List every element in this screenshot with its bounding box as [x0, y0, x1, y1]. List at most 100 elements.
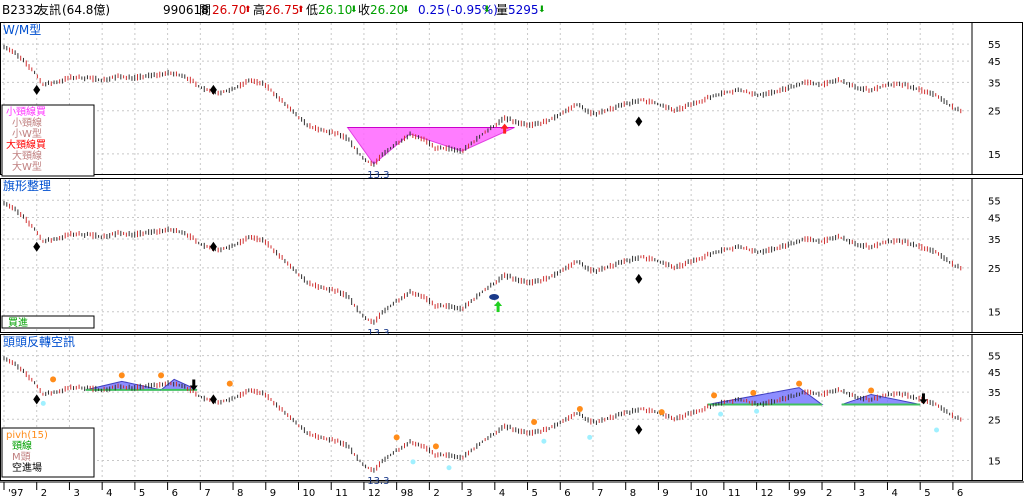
y-tick-label: 25 [988, 264, 1001, 275]
x-tick-label: 5 [139, 488, 145, 499]
x-tick-label: 3 [73, 488, 79, 499]
quote-header: B2332 友訊 (64.8億) 990618 開 26.70 ⬆ 高 26.7… [0, 0, 1024, 20]
x-tick-label: 3 [466, 488, 472, 499]
low-label: 低 [306, 3, 319, 17]
legend-item: M頭 [12, 451, 31, 463]
x-axis: '97 2 3 4 5 6 7 8 9 10 11 12 98 2 3 4 5 6 7 8 9 10 11 12 99 2 3 4 5 6 [0, 481, 1024, 499]
x-tick-label: 6 [957, 488, 963, 499]
panel-frame [0, 22, 1023, 175]
legend-item: 買進 [8, 317, 28, 329]
y-tick-label: 15 [988, 308, 1001, 319]
legend-box [1, 315, 95, 329]
price-bars [3, 200, 962, 325]
x-tick-label: 99 [793, 488, 806, 499]
sell-arrow-black [189, 379, 198, 391]
price-bars [3, 44, 962, 167]
y-tick-label: 25 [988, 415, 1001, 426]
panel-frame [0, 178, 1023, 333]
low-price-annotation: 13.3 [367, 170, 389, 181]
low-value: 26.10 [318, 3, 353, 17]
diamond-marker [33, 84, 41, 95]
legend-item: 大頸線買 [6, 138, 46, 151]
pivot-high-dot [393, 434, 400, 441]
pivot-high-dot [531, 418, 538, 425]
x-tick-label: 12 [368, 488, 381, 499]
pivot-high-dot [432, 443, 439, 450]
x-tick-label: 4 [499, 488, 505, 499]
legend-item: 大頸線 [12, 149, 42, 162]
x-tick-label: 11 [728, 488, 741, 499]
legend-item: pivh(15) [6, 430, 48, 441]
pivot-low-dot [446, 465, 452, 471]
legend-item: 空進場 [12, 461, 42, 474]
stock-name: 友訊 [37, 3, 62, 17]
close-down-icon: ⬇ [402, 5, 410, 15]
x-tick-label: 3 [859, 488, 865, 499]
close-value: 26.20 [370, 3, 405, 17]
pivot-high-dot [118, 372, 125, 379]
pivot-high-dot [750, 389, 757, 396]
legend-item: 小頸線 [12, 116, 42, 129]
quote-date: 990618 [163, 3, 209, 17]
x-tick-label: 8 [630, 488, 636, 499]
x-tick-label: 9 [270, 488, 276, 499]
y-tick-label: 45 [988, 57, 1001, 68]
high-label: 高 [253, 3, 266, 17]
diamond-marker [33, 394, 41, 405]
sell-arrow-black [919, 393, 928, 405]
x-tick-label: 4 [891, 488, 897, 499]
diamond-marker [209, 241, 217, 252]
x-tick-label: 5 [532, 488, 538, 499]
volume-label: 量 [496, 3, 509, 17]
open-up-icon: ⬆ [244, 5, 252, 15]
change-down-icon: ⬇ [483, 5, 491, 15]
x-tick-label: 10 [695, 488, 708, 499]
x-tick-label: 12 [761, 488, 774, 499]
legend-box [1, 427, 95, 478]
buy-arrow-green [494, 300, 503, 312]
pivot-high-dot [868, 387, 875, 394]
open-label: 開 [199, 3, 212, 17]
y-tick-label: 35 [988, 235, 1001, 246]
y-tick-label: 55 [988, 196, 1001, 207]
diamond-marker [635, 116, 643, 127]
y-tick-label: 45 [988, 213, 1001, 224]
diamond-marker [209, 84, 217, 95]
pivot-high-dot [711, 392, 718, 399]
legend-item: 小W型 [12, 127, 42, 140]
x-tick-label: 9 [662, 488, 668, 499]
panel-title: W/M型 [3, 23, 41, 37]
y-tick-label: 35 [988, 388, 1001, 399]
legend-item: 頸線 [12, 439, 32, 452]
x-tick-label: 7 [204, 488, 210, 499]
volume-value: 5295 [508, 3, 539, 17]
pivot-low-dot [718, 411, 724, 417]
x-tick-label: 10 [302, 488, 315, 499]
low-price-annotation: 13.3 [367, 328, 389, 339]
x-tick-label: 6 [172, 488, 178, 499]
legend-item: 大W型 [12, 160, 42, 173]
y-tick-label: 15 [988, 456, 1001, 467]
x-tick-label: 2 [41, 488, 47, 499]
diamond-marker [209, 394, 217, 405]
panel-frame [0, 334, 1023, 481]
change-value: 0.25 [418, 3, 445, 17]
pivot-low-dot [754, 408, 760, 414]
close-label: 收 [358, 3, 371, 17]
pivot-low-dot [587, 434, 593, 440]
x-tick-label: 4 [106, 488, 112, 499]
low-down-icon: ⬇ [350, 5, 358, 15]
pivot-high-dot [576, 406, 583, 413]
panel-title: 旗形整理 [3, 178, 51, 193]
open-value: 26.70 [212, 3, 247, 17]
x-tick-label: 5 [924, 488, 930, 499]
y-tick-label: 45 [988, 368, 1001, 379]
volume-down-icon: ⬇ [538, 5, 546, 15]
legend-item: 小頸線買 [6, 105, 46, 118]
y-tick-label: 35 [988, 78, 1001, 89]
legend-box [1, 104, 95, 177]
buy-arrow-red [500, 123, 509, 134]
